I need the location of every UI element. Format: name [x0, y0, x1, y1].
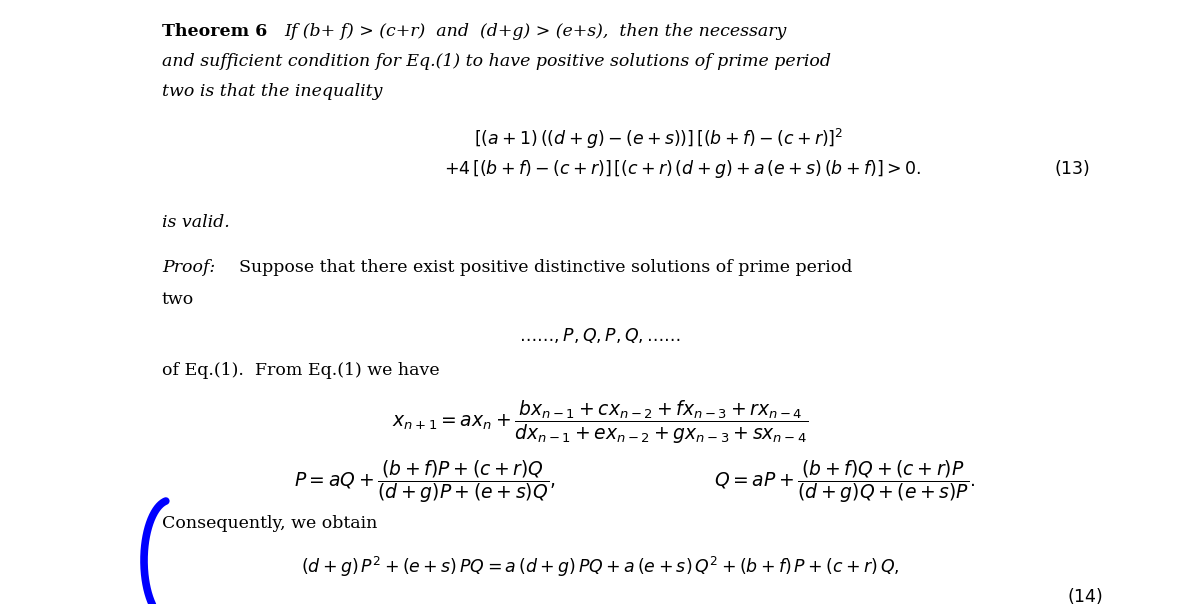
Text: and sufficient condition for Eq.(1) to have positive solutions of prime period: and sufficient condition for Eq.(1) to h… — [162, 53, 830, 70]
Text: Theorem 6: Theorem 6 — [162, 23, 268, 40]
Text: $\ldots\ldots, P, Q, P, Q, \ldots\ldots$: $\ldots\ldots, P, Q, P, Q, \ldots\ldots$ — [518, 326, 682, 345]
Text: Suppose that there exist positive distinctive solutions of prime period: Suppose that there exist positive distin… — [228, 259, 852, 275]
Text: If (b+ f) > (c+r)  and  (d+g) > (e+s),  then the necessary: If (b+ f) > (c+r) and (d+g) > (e+s), the… — [284, 23, 787, 40]
Text: $Q = aP + \dfrac{(b+f)Q+(c+r)P}{(d+g)Q+(e+s)P}.$: $Q = aP + \dfrac{(b+f)Q+(c+r)P}{(d+g)Q+(… — [714, 458, 976, 505]
Text: Proof:: Proof: — [162, 259, 215, 275]
Text: of Eq.(1).  From Eq.(1) we have: of Eq.(1). From Eq.(1) we have — [162, 362, 439, 379]
Text: $+4\,[(b+f)-(c+r)]\,[(c+r)\,(d+g)+a\,(e+s)\,(b+f)]>0.$: $+4\,[(b+f)-(c+r)]\,[(c+r)\,(d+g)+a\,(e+… — [444, 158, 920, 180]
Text: $(d+g)\,P^2+(e+s)\,PQ = a\,(d+g)\,PQ+a\,(e+s)\,Q^2+(b+f)\,P+(c+r)\,Q,$: $(d+g)\,P^2+(e+s)\,PQ = a\,(d+g)\,PQ+a\,… — [301, 554, 899, 579]
Text: two: two — [162, 291, 194, 308]
Text: two is that the inequality: two is that the inequality — [162, 83, 383, 100]
Text: $x_{n+1} = ax_n + \dfrac{bx_{n-1}+cx_{n-2}+fx_{n-3}+rx_{n-4}}{dx_{n-1}+ex_{n-2}+: $x_{n+1} = ax_n + \dfrac{bx_{n-1}+cx_{n-… — [392, 399, 808, 446]
Text: $(14)$: $(14)$ — [1067, 586, 1103, 604]
Text: $P = aQ + \dfrac{(b+f)P+(c+r)Q}{(d+g)P+(e+s)Q},$: $P = aQ + \dfrac{(b+f)P+(c+r)Q}{(d+g)P+(… — [294, 458, 556, 505]
Text: is valid.: is valid. — [162, 214, 229, 231]
Text: $[(a+1)\,((d+g)-(e+s))]\,[(b+f)-(c+r)]^2$: $[(a+1)\,((d+g)-(e+s))]\,[(b+f)-(c+r)]^2… — [474, 127, 844, 151]
Text: $(13)$: $(13)$ — [1054, 158, 1090, 178]
Text: Consequently, we obtain: Consequently, we obtain — [162, 515, 377, 532]
